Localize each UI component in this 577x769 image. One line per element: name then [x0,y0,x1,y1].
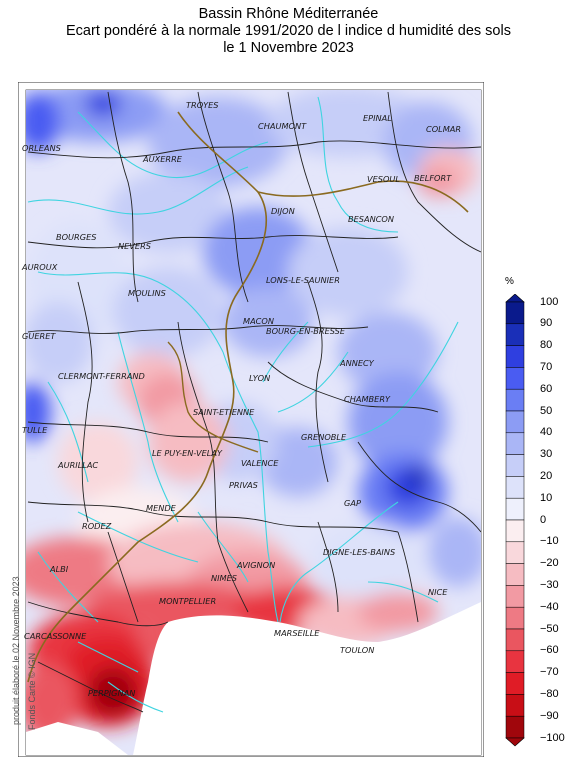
legend-swatch [505,563,525,586]
basin-border [27,111,268,683]
title-line-1: Bassin Rhône Méditerranée [198,6,379,22]
legend-swatch [505,606,525,630]
title-line-2: Ecart pondéré à la normale 1991/2020 de … [66,23,511,39]
city-label: PERPIGNAN [88,688,135,698]
legend-swatch [505,715,525,739]
legend-arrow-top [505,294,525,303]
city-label: DIGNE-LES-BAINS [323,547,395,557]
city-label: BELFORT [414,173,452,183]
legend-tick-label: 60 [540,382,553,395]
city-label: AUXERRE [142,154,183,164]
legend-swatch [505,650,525,673]
city-label: CARCASSONNE [24,631,87,641]
legend-tick-label: −90 [540,709,559,722]
city-label: CHAUMONT [258,121,307,131]
legend-swatch [505,410,525,434]
city-label: COLMAR [426,124,461,134]
legend-tick-label: 90 [540,317,553,330]
legend-tick-label: −50 [540,622,559,635]
city-label: GUERET [22,331,56,341]
legend-swatch [505,367,525,390]
legend-tick-label: 10 [540,491,553,504]
legend-swatch [505,323,525,346]
title-line-3: le 1 Novembre 2023 [223,40,354,56]
legend-swatch [505,454,525,477]
city-label: AVIGNON [236,560,275,570]
city-label: MONTPELLIER [159,596,216,606]
legend-swatch [505,628,525,652]
legend-swatch [505,541,525,564]
city-label: BOURGES [56,232,96,242]
legend-swatch [505,585,525,608]
legend-tick-label: 80 [540,339,553,352]
city-label: SAINT-ETIENNE [193,407,255,417]
city-label: MOULINS [128,288,166,298]
city-label: CLERMONT-FERRAND [58,371,145,381]
city-label: VALENCE [241,458,279,468]
legend-tick-label: −20 [540,557,559,570]
legend-swatch [505,672,525,695]
legend-swatch [505,519,525,543]
legend-tick-label: 0 [540,513,547,526]
city-label: BOURG-EN-BRESSE [266,326,346,336]
city-label: LYON [249,373,270,383]
legend-tick-label: −60 [540,644,559,657]
legend-swatch [505,345,525,368]
city-label: PRIVAS [229,480,258,490]
city-label: TROYES [186,100,219,110]
legend-tick-label: 50 [540,404,553,417]
city-label: MACON [243,316,274,326]
legend-tick-label: 40 [540,426,553,439]
city-label: NICE [428,587,448,597]
city-label: ORLEANS [22,143,61,153]
legend-tick-label: −30 [540,578,559,591]
legend-tick-label: 20 [540,469,553,482]
legend-tick-label: 30 [540,448,553,461]
city-label: NEVERS [118,241,151,251]
city-label: NIMES [211,573,237,583]
legend-unit: % [505,276,514,287]
city-label: VESOUL [367,174,400,184]
basemap-credit: Fonds Carte © IGN [27,652,37,730]
city-label: LE PUY-EN-VELAY [152,448,223,458]
city-label: ALBI [49,564,69,574]
city-label: DIJON [271,206,295,216]
legend-swatch [505,388,525,412]
legend-tick-label: −70 [540,666,559,679]
city-labels: TROYES CHAUMONT EPINAL COLMAR ORLEANS AU… [21,100,461,698]
city-label: GAP [344,498,361,508]
city-label: AURILLAC [57,460,98,470]
legend-tick-label: 100 [540,295,559,308]
city-label: GRENOBLE [301,432,347,442]
legend-tick-label: −40 [540,600,559,613]
city-label: RODEZ [82,521,112,531]
legend-swatch [505,694,525,717]
legend-tick-label: −10 [540,535,559,548]
city-label: MARSEILLE [274,628,320,638]
production-credit: produit élaboré le 02 Novembre 2023 [11,576,21,725]
city-label: EPINAL [363,113,392,123]
legend-swatch [505,497,525,521]
legend-swatch [505,476,525,499]
city-label: CHAMBERY [344,394,391,404]
city-label: AUROUX [21,262,58,272]
legend-tick-label: −80 [540,687,559,700]
city-label: LONS-LE-SAUNIER [266,275,340,285]
city-label: TOULON [340,645,374,655]
anomaly-field [26,90,481,742]
legend-swatch [505,301,525,325]
city-label: ANNECY [339,358,375,368]
legend-tick-label: 70 [540,360,553,373]
city-label: TULLE [22,425,48,435]
city-label: MENDE [146,503,177,513]
city-label: BESANCON [348,214,394,224]
color-legend [505,294,525,747]
rivers [27,96,459,713]
legend-arrow-bottom [505,737,525,747]
legend-tick-label: −100 [540,731,565,744]
soil-moisture-map: TROYES CHAUMONT EPINAL COLMAR ORLEANS AU… [18,82,484,757]
legend-swatch [505,432,525,455]
